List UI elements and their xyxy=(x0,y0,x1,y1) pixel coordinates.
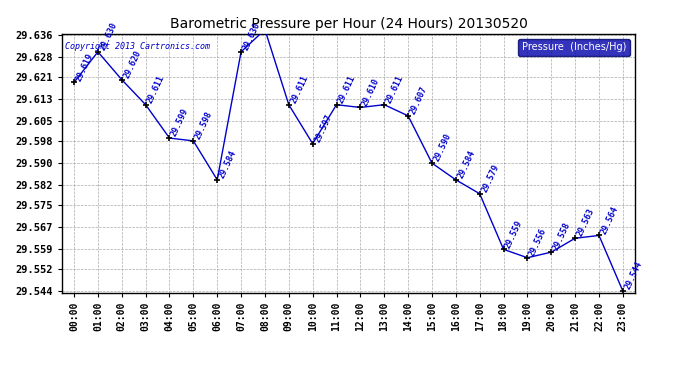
Text: 29.611: 29.611 xyxy=(146,74,166,105)
Text: 29.556: 29.556 xyxy=(527,227,549,258)
Text: 29.558: 29.558 xyxy=(551,221,572,252)
Text: 29.584: 29.584 xyxy=(456,149,477,180)
Text: 29.564: 29.564 xyxy=(599,204,620,236)
Text: 29.610: 29.610 xyxy=(360,76,381,108)
Text: 29.619: 29.619 xyxy=(74,51,95,82)
Text: 29.563: 29.563 xyxy=(575,207,596,238)
Text: 29.597: 29.597 xyxy=(313,112,333,144)
Text: 29.638: 29.638 xyxy=(0,374,1,375)
Text: 29.620: 29.620 xyxy=(121,49,143,80)
Text: 29.584: 29.584 xyxy=(217,149,238,180)
Text: 29.598: 29.598 xyxy=(193,110,214,141)
Title: Barometric Pressure per Hour (24 Hours) 20130520: Barometric Pressure per Hour (24 Hours) … xyxy=(170,17,527,31)
Text: 29.590: 29.590 xyxy=(432,132,453,163)
Text: 29.607: 29.607 xyxy=(408,85,429,116)
Legend: Pressure  (Inches/Hg): Pressure (Inches/Hg) xyxy=(518,39,630,56)
Text: Copyright 2013 Cartronics.com: Copyright 2013 Cartronics.com xyxy=(65,42,210,51)
Text: 29.611: 29.611 xyxy=(337,74,357,105)
Text: 29.630: 29.630 xyxy=(241,21,262,52)
Text: 29.544: 29.544 xyxy=(623,260,644,291)
Text: 29.559: 29.559 xyxy=(504,218,524,249)
Text: 29.611: 29.611 xyxy=(289,74,310,105)
Text: 29.599: 29.599 xyxy=(170,107,190,138)
Text: 29.630: 29.630 xyxy=(98,21,119,52)
Text: 29.611: 29.611 xyxy=(384,74,405,105)
Text: 29.579: 29.579 xyxy=(480,163,500,194)
